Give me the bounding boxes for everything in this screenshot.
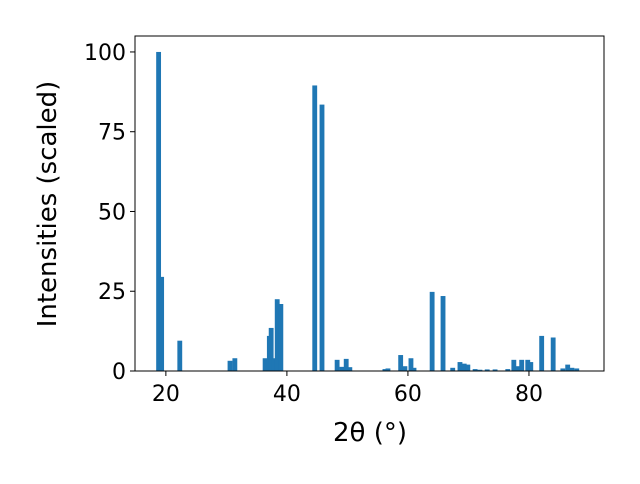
bar: [382, 369, 388, 371]
bar: [408, 358, 414, 371]
bar: [274, 299, 280, 371]
bar: [511, 359, 517, 371]
bar: [319, 104, 325, 371]
bar: [461, 363, 467, 371]
y-tick-label: 0: [112, 360, 126, 385]
bar: [484, 369, 490, 371]
bar: [457, 362, 463, 371]
plot-frame: [134, 35, 605, 372]
bar: [402, 366, 408, 371]
bar: [343, 358, 349, 371]
bar: [528, 362, 534, 371]
bar: [262, 358, 268, 371]
bar: [232, 358, 238, 371]
bar: [271, 358, 277, 371]
bar: [159, 276, 165, 371]
bar: [268, 327, 274, 371]
bar: [550, 337, 556, 371]
bar: [385, 368, 391, 371]
bar: [515, 366, 521, 371]
bar: [492, 369, 498, 371]
x-axis-label: 2θ (°): [333, 418, 407, 448]
bar: [440, 296, 446, 371]
bar: [450, 367, 456, 371]
bar: [278, 304, 284, 371]
bar: [411, 367, 417, 371]
x-tick-label: 40: [273, 382, 301, 407]
y-tick-label: 50: [98, 200, 126, 225]
bar: [398, 355, 404, 371]
x-tick-label: 20: [152, 382, 180, 407]
y-tick-label: 100: [84, 41, 126, 66]
bar: [477, 369, 483, 371]
x-tick-label: 60: [394, 382, 422, 407]
bar: [565, 364, 571, 371]
bar: [505, 369, 511, 371]
bar: [519, 359, 525, 371]
y-tick-label: 75: [98, 121, 126, 146]
bar: [560, 368, 566, 371]
bar: [339, 366, 345, 371]
bar: [465, 364, 471, 371]
bar: [156, 51, 162, 371]
bar: [525, 359, 531, 371]
bar: [569, 367, 575, 371]
y-axis-label: Intensities (scaled): [33, 81, 63, 328]
bar: [347, 367, 353, 371]
bar: [227, 360, 233, 371]
bar: [177, 340, 183, 371]
bar: [334, 359, 340, 371]
bar: [574, 368, 580, 371]
bar: [472, 369, 478, 371]
y-tick-label: 25: [98, 280, 126, 305]
bar: [312, 85, 318, 371]
bar: [539, 335, 545, 371]
x-tick-label: 80: [515, 382, 543, 407]
bar: [429, 291, 435, 371]
